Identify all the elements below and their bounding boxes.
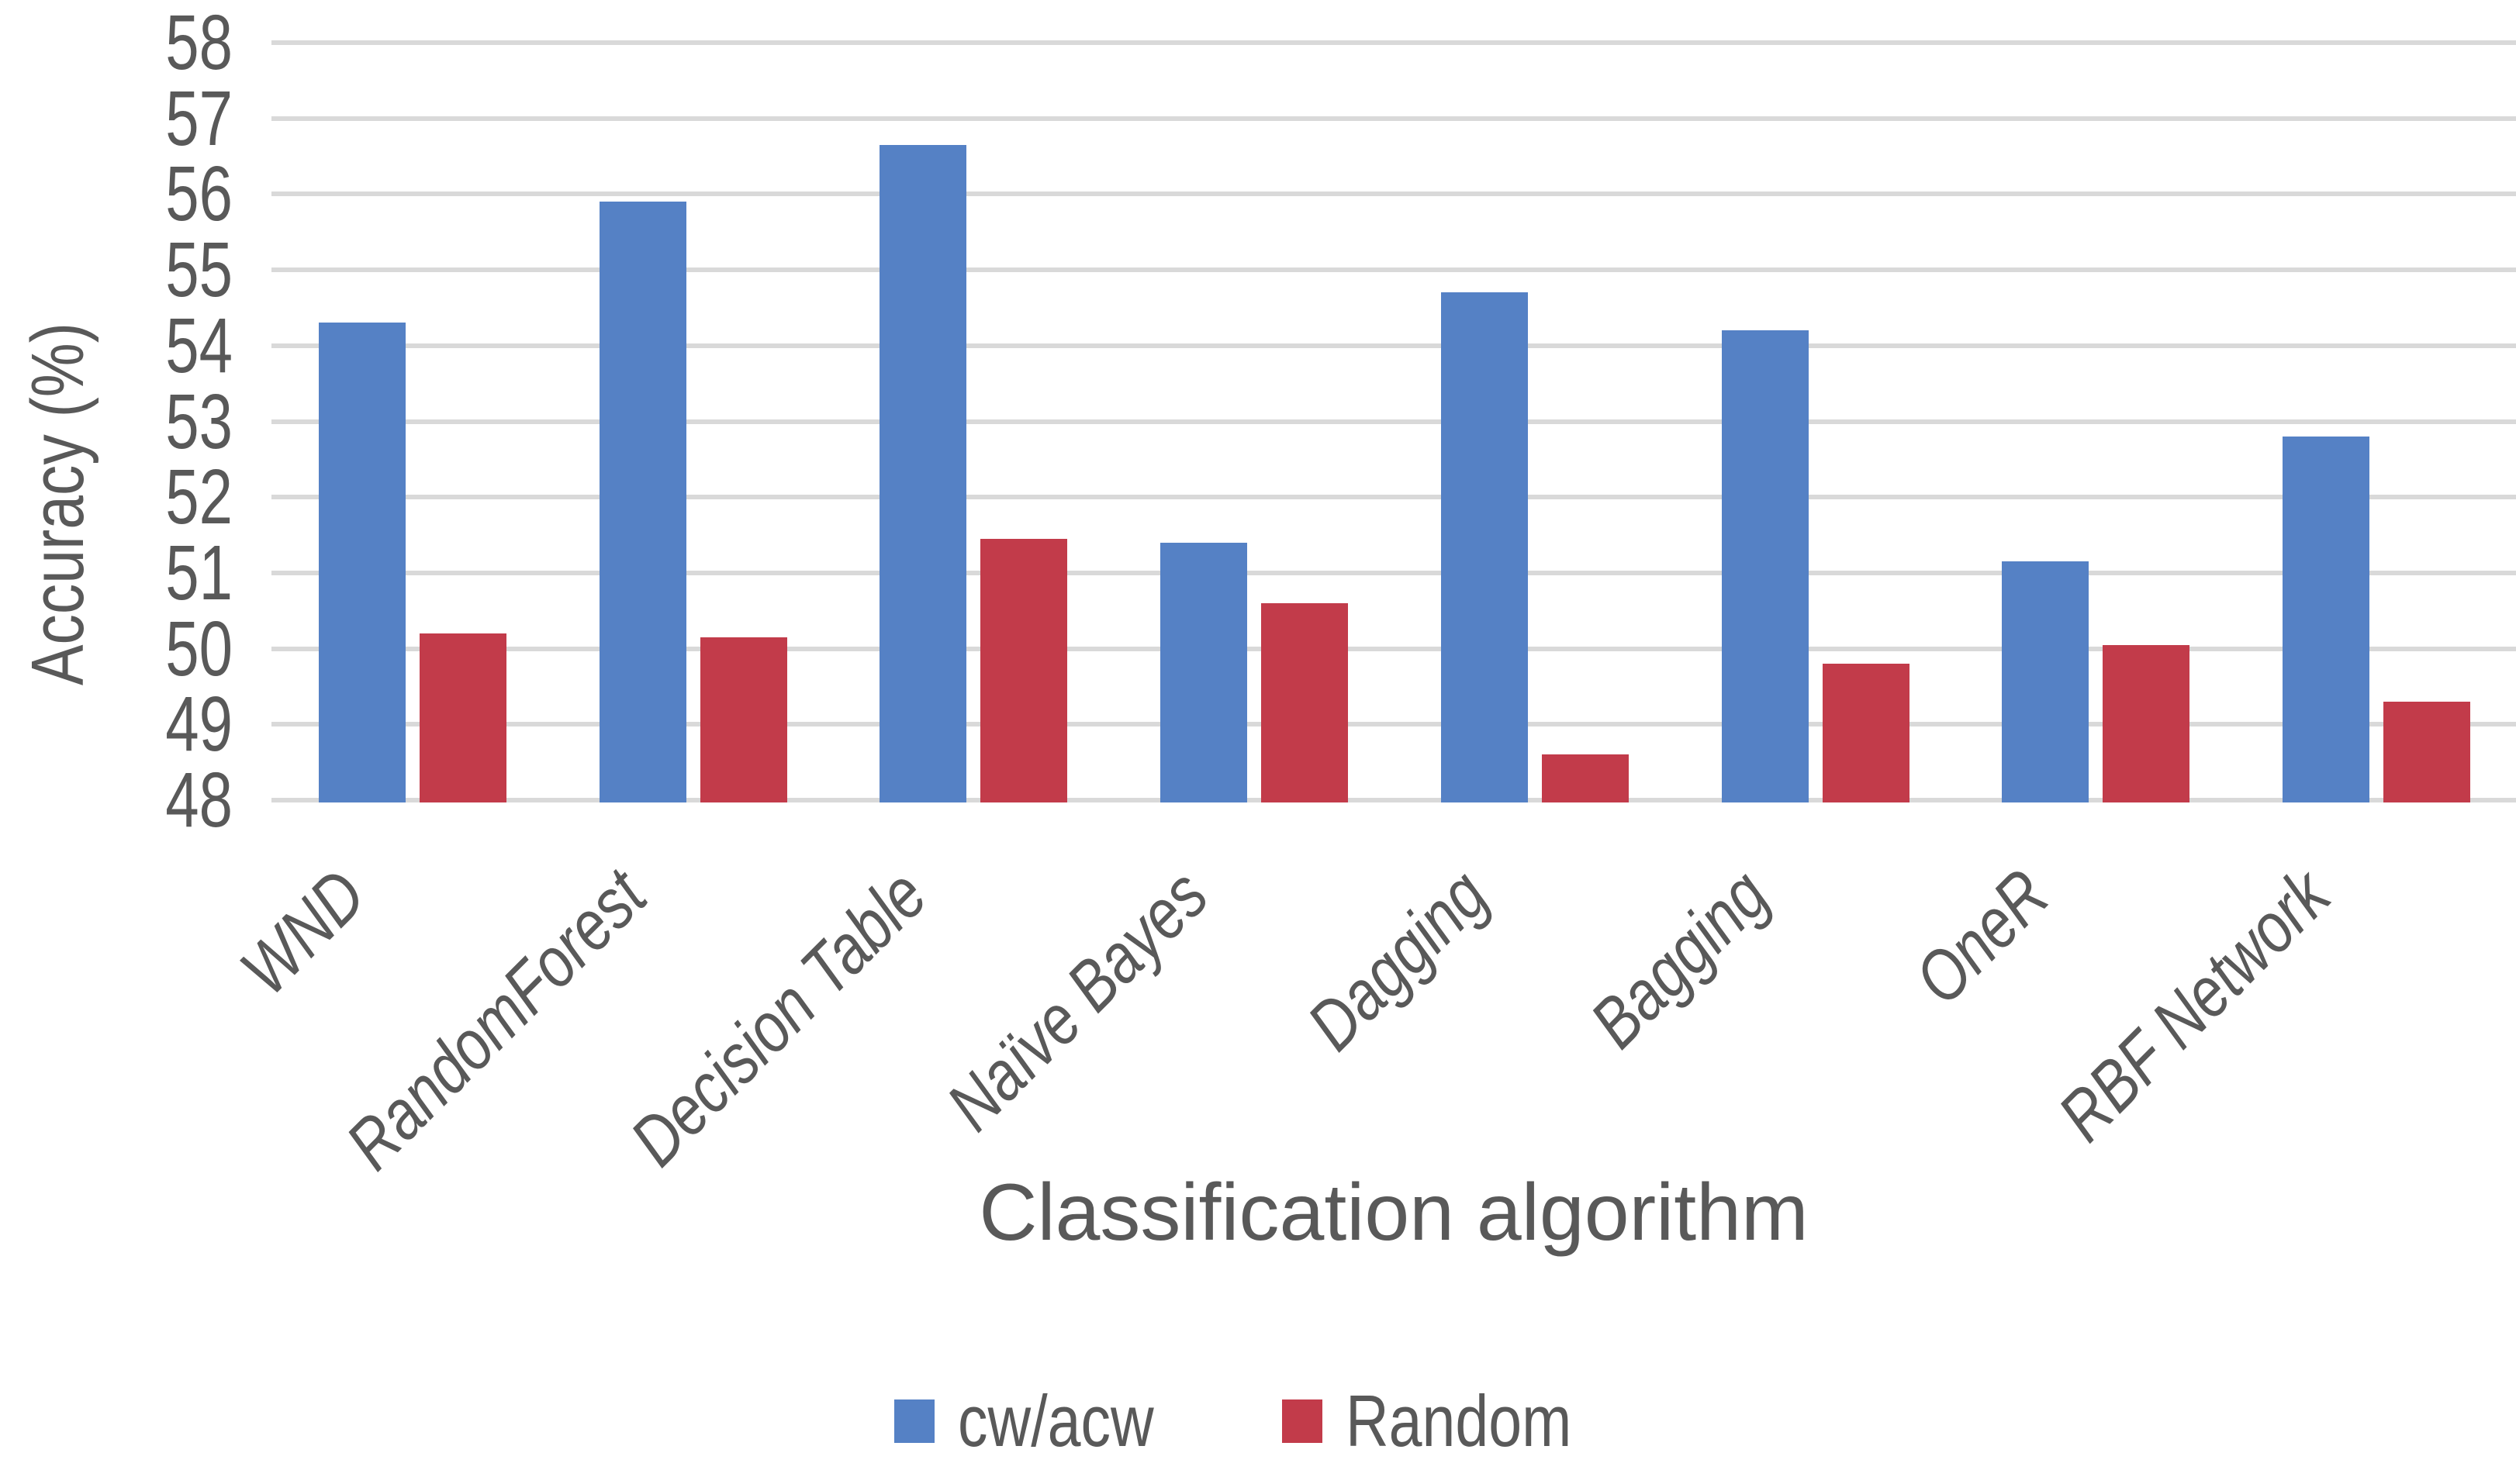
- gridline: [271, 495, 2516, 500]
- x-axis-title: Classification algorithm: [979, 1168, 1809, 1258]
- bar-cw-acw-wnd: [318, 323, 406, 802]
- x-category-label: OneR: [1899, 854, 2065, 1020]
- gridline: [271, 798, 2516, 802]
- y-tick-label: 48: [165, 757, 233, 844]
- x-category-label: RBF Network: [2043, 854, 2345, 1157]
- bar-cw-acw-bagging: [1721, 330, 1809, 802]
- bar-random-rbf-network: [2383, 701, 2471, 802]
- gridline: [271, 267, 2516, 273]
- y-tick-label: 53: [165, 378, 233, 465]
- gridline: [271, 192, 2516, 197]
- bar-random-bagging: [1822, 664, 1909, 802]
- legend-item-random: Random: [1282, 1379, 1621, 1464]
- x-category-label: WND: [226, 854, 381, 1010]
- x-category-label: RandomForest: [331, 854, 662, 1185]
- y-tick-label: 58: [165, 0, 233, 86]
- bar-cw-acw-oner: [2002, 561, 2089, 802]
- x-category-label: Bagging: [1575, 854, 1784, 1063]
- x-category-label: Decision Table: [616, 854, 942, 1181]
- y-tick-label: 55: [165, 226, 233, 314]
- y-tick-label: 51: [165, 529, 233, 616]
- gridline: [271, 570, 2516, 575]
- y-tick-label: 49: [165, 681, 233, 768]
- legend-swatch-random: [1282, 1399, 1323, 1443]
- gridline: [271, 646, 2516, 651]
- bar-random-na-ve-bayes: [1261, 602, 1349, 802]
- y-tick-label: 52: [165, 454, 233, 541]
- bar-cw-acw-decision-table: [880, 144, 967, 802]
- bar-cw-acw-randomforest: [599, 202, 686, 802]
- y-tick-label: 56: [165, 150, 233, 238]
- bar-cw-acw-dagging: [1440, 292, 1528, 802]
- gridline: [271, 343, 2516, 348]
- bar-random-wnd: [419, 633, 506, 802]
- x-category-label: Naïve Bayes: [931, 854, 1223, 1146]
- bar-random-decision-table: [980, 538, 1068, 802]
- legend-swatch-cw-acw: [894, 1399, 935, 1443]
- gridline: [271, 40, 2516, 45]
- bar-cw-acw-na-ve-bayes: [1160, 542, 1248, 802]
- legend-label-random: Random: [1346, 1380, 1572, 1462]
- bar-random-randomforest: [700, 637, 787, 802]
- gridline: [271, 419, 2516, 424]
- gridline: [271, 116, 2516, 121]
- x-category-label: Dagging: [1293, 854, 1503, 1065]
- bar-random-dagging: [1541, 754, 1629, 802]
- bar-cw-acw-rbf-network: [2283, 437, 2370, 802]
- gridline: [271, 722, 2516, 727]
- bar-random-oner: [2103, 644, 2190, 802]
- legend-label-cw-acw: cw/acw: [958, 1380, 1154, 1462]
- y-tick-label: 54: [165, 302, 233, 389]
- legend: cw/acw Random: [0, 1379, 2516, 1464]
- y-tick-label: 57: [165, 74, 233, 162]
- y-tick-label: 50: [165, 605, 233, 692]
- legend-item-cw-acw: cw/acw: [894, 1379, 1197, 1464]
